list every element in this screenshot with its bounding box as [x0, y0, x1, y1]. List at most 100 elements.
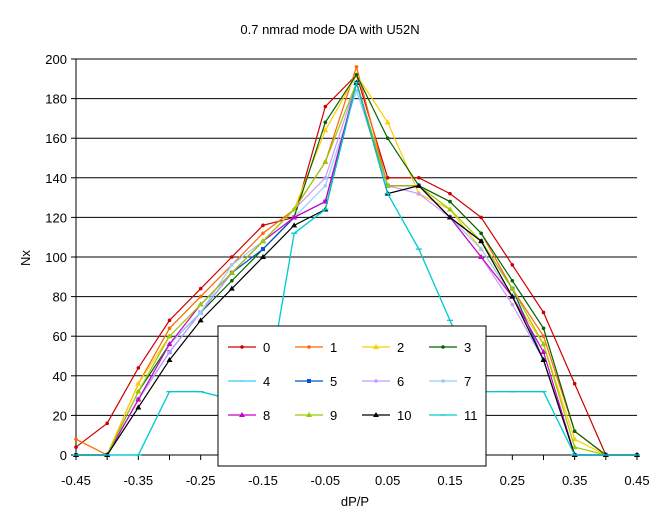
- legend-label: 4: [263, 374, 270, 389]
- data-point: [478, 238, 485, 244]
- legend-marker: [306, 412, 312, 417]
- data-point: [571, 436, 578, 442]
- data-point: [261, 247, 265, 252]
- legend-entry-10: 10: [362, 408, 411, 423]
- legend-marker: [441, 379, 445, 383]
- data-point: [197, 317, 204, 323]
- data-point: [323, 176, 328, 180]
- data-point: [260, 254, 266, 259]
- y-tick-label: 180: [45, 92, 67, 107]
- legend-entry-5: 5: [295, 374, 337, 389]
- legend-label: 7: [464, 374, 471, 389]
- data-point: [323, 104, 328, 109]
- x-tick-label: 0.45: [624, 473, 649, 488]
- x-tick-label: -0.45: [61, 473, 91, 488]
- legend-marker: [239, 412, 245, 417]
- legend-entry-4: 4: [228, 374, 270, 389]
- x-tick-label: -0.15: [248, 473, 278, 488]
- legend-marker: [373, 412, 379, 417]
- data-point: [509, 285, 516, 291]
- data-point: [447, 214, 453, 220]
- data-point: [228, 285, 235, 291]
- x-tick-label: -0.35: [124, 473, 154, 488]
- data-point: [479, 247, 483, 251]
- data-point: [228, 269, 235, 275]
- data-point: [230, 255, 234, 259]
- y-tick-label: 80: [53, 290, 67, 305]
- data-point: [197, 301, 204, 307]
- data-point: [198, 286, 203, 291]
- legend-marker: [374, 379, 378, 383]
- data-point: [541, 310, 546, 315]
- data-point: [447, 206, 453, 212]
- data-point: [167, 326, 172, 331]
- data-point: [198, 310, 203, 315]
- data-point: [166, 341, 173, 347]
- legend-marker: [240, 345, 244, 349]
- data-point: [541, 326, 546, 331]
- data-point: [136, 366, 141, 370]
- y-tick-label: 40: [53, 369, 67, 384]
- legend-label: 6: [397, 374, 404, 389]
- legend-entry-2: 2: [362, 340, 404, 355]
- data-point: [167, 318, 172, 323]
- data-point: [540, 341, 547, 347]
- legend-box: [217, 325, 487, 467]
- data-point: [105, 421, 109, 426]
- data-point: [322, 127, 329, 133]
- x-tick-label: -0.25: [186, 473, 216, 488]
- data-point: [198, 294, 203, 299]
- legend-marker: [307, 345, 311, 349]
- data-point: [510, 263, 515, 267]
- data-point: [510, 302, 515, 307]
- data-point: [540, 356, 547, 362]
- legend-label: 5: [330, 374, 337, 389]
- data-point: [166, 333, 173, 339]
- data-point: [323, 120, 328, 125]
- legend-entry-8: 8: [228, 408, 270, 423]
- y-tick-label: 160: [45, 131, 67, 146]
- legend-label: 1: [330, 340, 337, 355]
- data-point: [417, 176, 421, 180]
- legend-marker: [307, 379, 311, 383]
- x-tick-label: 0.15: [437, 473, 462, 488]
- data-point: [510, 278, 515, 283]
- data-point: [135, 396, 142, 402]
- x-tick-label: 0.35: [562, 473, 587, 488]
- x-axis-label: dP/P: [341, 494, 369, 509]
- y-tick-label: 120: [45, 210, 67, 225]
- data-point: [509, 293, 516, 299]
- x-tick-label: 0.25: [500, 473, 525, 488]
- data-point: [479, 231, 483, 236]
- data-point: [135, 380, 142, 386]
- data-point: [572, 429, 577, 434]
- legend-label: 2: [397, 340, 404, 355]
- data-point: [384, 119, 391, 125]
- legend-label: 10: [397, 408, 411, 423]
- legend: 0 1 2 3 4 5 6 7 8 9 10 11: [217, 325, 487, 467]
- data-point: [261, 231, 265, 236]
- data-point: [260, 238, 266, 244]
- x-tick-label: 0.05: [375, 473, 400, 488]
- data-point: [74, 445, 78, 449]
- legend-entry-11: 11: [429, 408, 478, 423]
- y-tick-label: 60: [53, 329, 67, 344]
- data-point: [571, 444, 578, 450]
- data-point: [354, 88, 359, 93]
- data-point: [448, 191, 452, 196]
- legend-entry-6: 6: [362, 374, 404, 389]
- data-point: [322, 158, 329, 164]
- data-point: [415, 182, 422, 188]
- legend-label: 8: [263, 408, 270, 423]
- y-tick-label: 0: [60, 448, 67, 463]
- y-tick-label: 140: [45, 171, 67, 186]
- y-axis-label: Nx: [18, 250, 33, 266]
- y-tick-label: 100: [45, 250, 67, 265]
- data-point: [323, 183, 328, 188]
- y-tick-label: 20: [53, 408, 67, 423]
- data-point: [478, 254, 485, 259]
- data-point: [417, 191, 421, 196]
- chart-title: 0.7 nmrad mode DA with U52N: [240, 22, 419, 37]
